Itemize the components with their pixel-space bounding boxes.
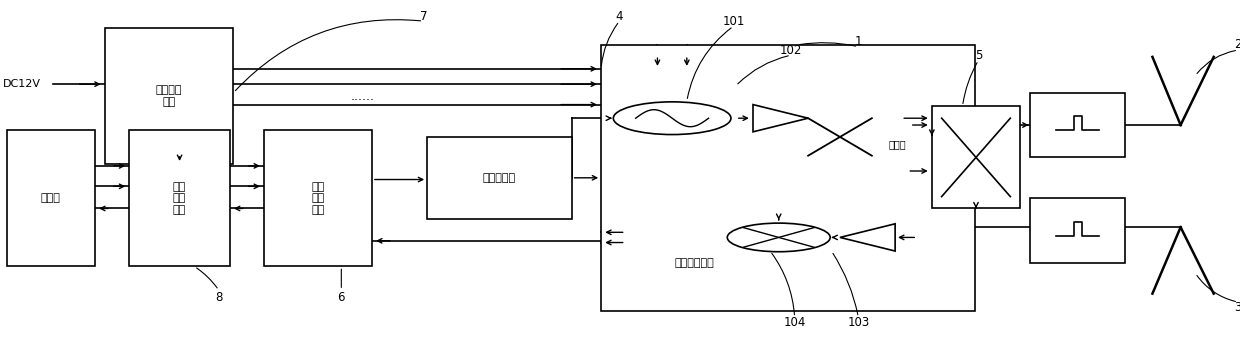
Text: 耦合器: 耦合器 — [889, 139, 906, 149]
Text: DC12V: DC12V — [4, 79, 41, 89]
Text: ......: ...... — [350, 90, 374, 103]
Text: 3: 3 — [1235, 301, 1240, 314]
Text: 4: 4 — [616, 10, 624, 23]
Text: 102: 102 — [780, 43, 802, 56]
Text: 103: 103 — [847, 316, 869, 329]
Text: 控制
处理
电路: 控制 处理 电路 — [311, 182, 325, 215]
Text: 8: 8 — [215, 290, 222, 304]
Text: 频率合成器: 频率合成器 — [482, 173, 516, 183]
Text: 射频收发前端: 射频收发前端 — [675, 258, 714, 268]
Circle shape — [614, 102, 730, 134]
Text: 101: 101 — [722, 15, 744, 28]
Text: 7: 7 — [419, 10, 427, 23]
Text: 2: 2 — [1235, 38, 1240, 52]
FancyBboxPatch shape — [427, 137, 572, 219]
FancyBboxPatch shape — [1030, 198, 1126, 263]
FancyBboxPatch shape — [932, 106, 1021, 209]
FancyBboxPatch shape — [7, 130, 95, 266]
Text: 104: 104 — [784, 316, 806, 329]
Polygon shape — [753, 105, 808, 132]
Text: 电源管理
模块: 电源管理 模块 — [156, 85, 182, 107]
Circle shape — [728, 223, 831, 252]
FancyBboxPatch shape — [105, 28, 233, 164]
FancyBboxPatch shape — [601, 45, 975, 311]
Polygon shape — [839, 224, 895, 251]
FancyBboxPatch shape — [1030, 93, 1126, 157]
Text: 1: 1 — [854, 35, 862, 48]
FancyBboxPatch shape — [264, 130, 372, 266]
Text: 5: 5 — [975, 49, 982, 62]
FancyBboxPatch shape — [129, 130, 229, 266]
Text: 6: 6 — [337, 290, 345, 304]
Text: 通讯
接口
模块: 通讯 接口 模块 — [172, 182, 186, 215]
Text: 上位机: 上位机 — [41, 193, 61, 203]
